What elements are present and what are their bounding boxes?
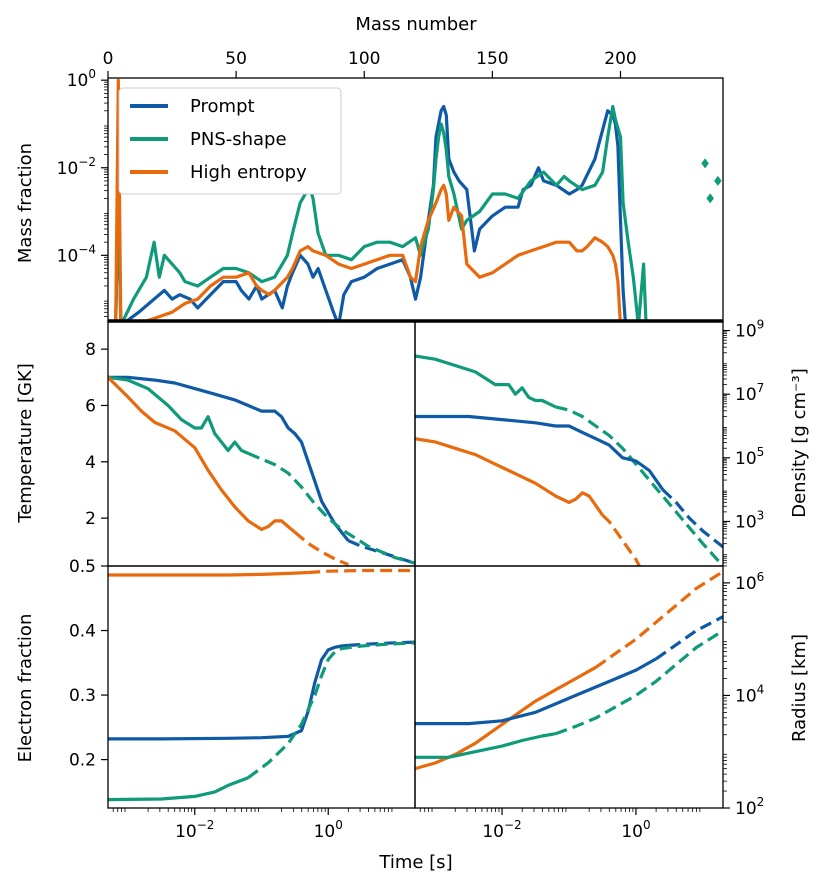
xtick-label: 10−2 xyxy=(175,818,214,842)
ytick-label: 6 xyxy=(85,396,96,416)
series-dashed-high-entropy xyxy=(308,568,415,575)
temperature-ylabel: Temperature [GK] xyxy=(15,363,36,524)
ytick-label: 0.2 xyxy=(69,751,96,771)
mass-fraction-ytick-label: 10−4 xyxy=(57,242,96,266)
radius-panel: 102 104 106 10−2 100 xyxy=(415,570,764,842)
frame-ye xyxy=(107,565,416,809)
ytick-label: 106 xyxy=(735,570,764,594)
series-line-high-entropy xyxy=(415,437,604,517)
series-dashed-pns-shape xyxy=(555,405,723,566)
panel-series xyxy=(108,375,415,566)
temperature-panel: 2 4 6 8 xyxy=(85,340,415,566)
top-xtick-label: 200 xyxy=(604,49,636,69)
electron-fraction-panel: 0.2 0.3 0.4 0.5 10−2 100 xyxy=(69,557,415,842)
top-xtick-label: 150 xyxy=(476,49,508,69)
series-line-prompt xyxy=(415,414,665,491)
legend-box xyxy=(118,87,342,195)
ytick-label: 104 xyxy=(735,682,764,706)
electron-fraction-ylabel: Electron fraction xyxy=(15,614,36,763)
ytick-label: 105 xyxy=(735,445,764,469)
series-line-prompt xyxy=(415,657,657,726)
panel-series xyxy=(415,354,723,566)
xtick-label: 10−2 xyxy=(482,818,521,842)
radius-ylabel: Radius [km] xyxy=(789,634,810,742)
frame-dens xyxy=(414,320,724,567)
density-panel: 103 105 107 109 xyxy=(415,318,764,567)
series-line-pns-shape xyxy=(108,375,249,455)
series-line-high-entropy xyxy=(114,78,622,321)
series-dashed-prompt xyxy=(347,539,415,565)
panel-series xyxy=(415,570,723,771)
ytick-label: 0.3 xyxy=(69,686,96,706)
series-line-pns-shape xyxy=(415,732,556,759)
xtick-label: 100 xyxy=(621,818,650,842)
legend-label-prompt: Prompt xyxy=(190,96,255,117)
top-xlabel: Mass number xyxy=(355,14,477,35)
legend-label-high-entropy: High entropy xyxy=(190,162,307,183)
ytick-label: 8 xyxy=(85,340,96,360)
ytick-label: 0.4 xyxy=(69,622,96,642)
top-xtick-label: 50 xyxy=(225,49,247,69)
ytick-label: 103 xyxy=(735,508,764,532)
frame-rad xyxy=(414,565,724,809)
bottom-xlabel: Time [s] xyxy=(378,852,452,873)
panel-series xyxy=(108,568,415,802)
series-line-high-entropy xyxy=(108,570,309,577)
legend: Prompt PNS-shape High entropy xyxy=(118,87,342,195)
mass-fraction-ylabel: Mass fraction xyxy=(15,143,36,263)
ytick-label: 4 xyxy=(85,453,96,473)
series-line-prompt xyxy=(108,375,350,542)
mass-fraction-panel: 0 50 100 150 200 100 10−2 10−4 xyxy=(57,49,722,321)
series-line-high-entropy xyxy=(415,665,597,771)
series-line-prompt xyxy=(108,643,349,741)
diamond-marker xyxy=(714,175,722,186)
density-ylabel: Density [g cm⁻³] xyxy=(789,368,810,518)
ytick-label: 2 xyxy=(85,509,96,529)
mass-fraction-ytick-label: 10−2 xyxy=(57,155,96,179)
ytick-label: 109 xyxy=(735,318,764,342)
series-line-pns-shape xyxy=(108,776,249,802)
series-dashed-pns-shape xyxy=(555,629,723,736)
top-xtick-label: 0 xyxy=(103,49,114,69)
series-dashed-prompt xyxy=(655,615,723,661)
panel-frames xyxy=(107,77,724,809)
series-dashed-high-entropy xyxy=(601,513,642,566)
series-dashed-high-entropy xyxy=(594,570,723,669)
series-dashed-pns-shape xyxy=(247,451,415,565)
series-line-pns-shape xyxy=(415,354,557,409)
series-dashed-pns-shape xyxy=(247,641,415,779)
ytick-label: 102 xyxy=(735,795,764,819)
diamond-marker xyxy=(706,193,714,204)
xtick-label: 100 xyxy=(314,818,343,842)
ytick-label: 107 xyxy=(735,381,764,405)
series-dashed-high-entropy xyxy=(293,530,349,566)
series-dashed-prompt xyxy=(661,488,723,549)
legend-label-pns-shape: PNS-shape xyxy=(190,129,287,150)
top-xtick-label: 100 xyxy=(348,49,380,69)
ytick-label: 0.5 xyxy=(69,557,96,577)
series-line-high-entropy xyxy=(108,376,296,534)
mass-fraction-series xyxy=(114,78,648,321)
diamond-marker xyxy=(701,158,709,169)
mass-fraction-ytick-label: 100 xyxy=(67,67,96,91)
